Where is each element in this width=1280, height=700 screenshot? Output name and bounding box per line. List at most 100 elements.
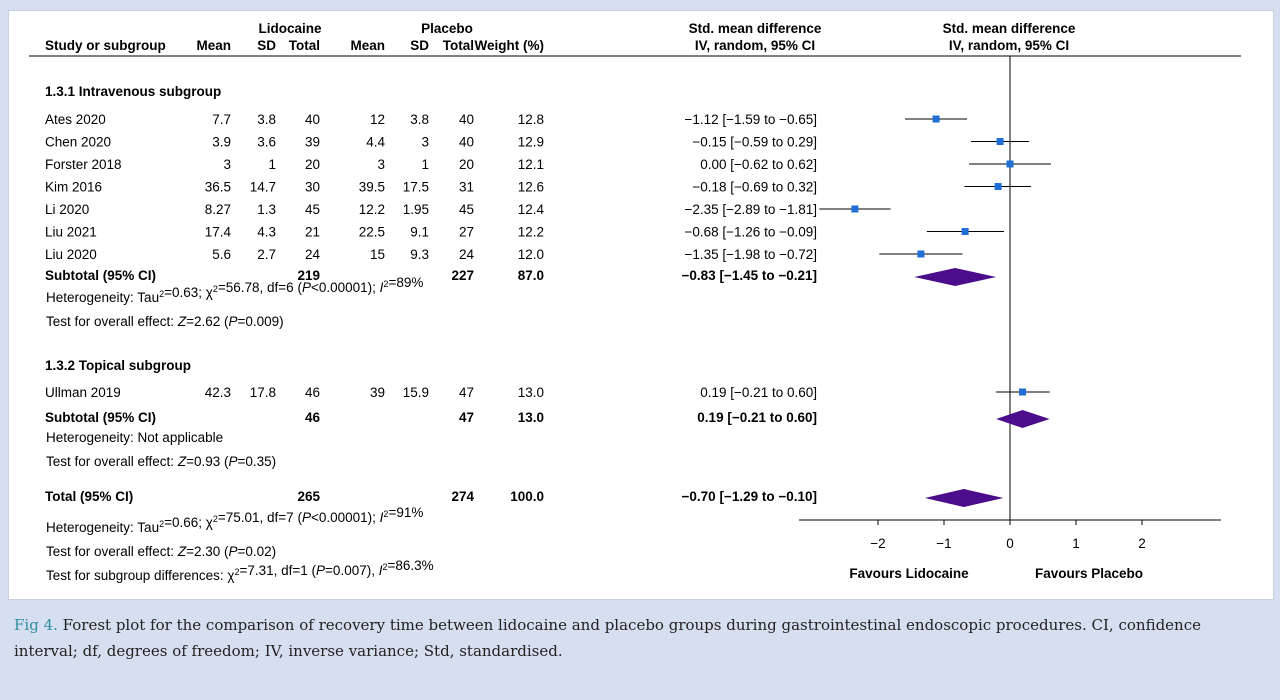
placebo-mean-cell: 12.2 xyxy=(359,202,385,217)
subgroup-title: 1.3.1 Intravenous subgroup xyxy=(45,84,221,99)
header-placebo-sd: SD xyxy=(410,38,429,53)
placebo-total-cell: 274 xyxy=(451,489,474,504)
lidocaine-total-cell: 45 xyxy=(305,202,320,217)
weight-cell: 12.2 xyxy=(518,225,544,240)
placebo-sd-cell: 17.5 xyxy=(403,180,429,195)
total-note: Test for subgroup differences: χ2=7.31, … xyxy=(46,558,434,583)
lidocaine-total-cell: 40 xyxy=(305,112,320,127)
lidocaine-sd-cell: 4.3 xyxy=(257,225,276,240)
lidocaine-mean-cell: 7.7 xyxy=(212,112,231,127)
study-name: Chen 2020 xyxy=(45,135,111,150)
subtotal-label: Subtotal (95% CI) xyxy=(45,268,156,283)
lidocaine-mean-cell: 8.27 xyxy=(205,202,231,217)
header-lidocaine-total: Total xyxy=(289,38,320,53)
placebo-total-cell: 24 xyxy=(459,247,475,262)
placebo-mean-cell: 39.5 xyxy=(359,180,385,195)
placebo-sd-cell: 3 xyxy=(421,135,429,150)
placebo-sd-cell: 9.1 xyxy=(410,225,429,240)
subgroup-title: 1.3.2 Topical subgroup xyxy=(45,358,191,373)
weight-cell: 12.6 xyxy=(518,180,544,195)
point-estimate-marker xyxy=(851,205,859,213)
placebo-total-cell: 47 xyxy=(459,385,474,400)
placebo-total-cell: 47 xyxy=(459,410,474,425)
subgroup-note: Heterogeneity: Tau2=0.63; χ2=56.78, df=6… xyxy=(46,275,423,305)
placebo-total-cell: 227 xyxy=(451,268,474,283)
placebo-mean-cell: 15 xyxy=(370,247,385,262)
favours-lidocaine-label: Favours Lidocaine xyxy=(849,566,969,581)
smd-ci-cell: 0.00 [−0.62 to 0.62] xyxy=(700,157,817,172)
weight-cell: 13.0 xyxy=(518,385,544,400)
study-name: Ates 2020 xyxy=(45,112,106,127)
subgroup-note: Test for overall effect: Z=0.93 (P=0.35) xyxy=(46,454,276,469)
smd-ci-cell: −0.18 [−0.69 to 0.32] xyxy=(692,180,817,195)
pooled-effect-diamond xyxy=(914,268,997,286)
caption-text: Forest plot for the comparison of recove… xyxy=(14,616,1201,660)
weight-cell: 12.1 xyxy=(518,157,544,172)
lidocaine-mean-cell: 36.5 xyxy=(205,180,231,195)
smd-ci-cell: −0.70 [−1.29 to −0.10] xyxy=(682,489,817,504)
x-axis-tick-label: 0 xyxy=(1006,536,1014,551)
weight-cell: 12.8 xyxy=(518,112,544,127)
point-estimate-marker xyxy=(917,250,925,258)
lidocaine-total-cell: 24 xyxy=(305,247,321,262)
header-placebo-mean: Mean xyxy=(350,38,385,53)
weight-cell: 12.9 xyxy=(518,135,544,150)
total-note: Test for overall effect: Z=2.30 (P=0.02) xyxy=(46,544,276,559)
smd-ci-cell: −0.15 [−0.59 to 0.29] xyxy=(692,135,817,150)
lidocaine-mean-cell: 42.3 xyxy=(205,385,231,400)
weight-cell: 13.0 xyxy=(518,410,544,425)
lidocaine-mean-cell: 17.4 xyxy=(205,225,232,240)
point-estimate-marker xyxy=(996,138,1004,145)
forest-plot: Lidocaine Placebo Std. mean difference IV, … xyxy=(29,21,1241,583)
figure-caption: Fig 4. Forest plot for the comparison of… xyxy=(14,612,1264,664)
study-name: Liu 2021 xyxy=(45,225,97,240)
x-axis-tick-label: −2 xyxy=(870,536,885,551)
point-estimate-marker xyxy=(1006,160,1014,168)
total-label: Total (95% CI) xyxy=(45,489,133,504)
lidocaine-sd-cell: 1 xyxy=(268,157,276,172)
placebo-total-cell: 45 xyxy=(459,202,474,217)
favours-placebo-label: Favours Placebo xyxy=(1035,566,1143,581)
lidocaine-total-cell: 46 xyxy=(305,385,320,400)
lidocaine-sd-cell: 1.3 xyxy=(257,202,276,217)
lidocaine-sd-cell: 17.8 xyxy=(250,385,276,400)
header-placebo: Placebo xyxy=(421,21,473,36)
x-axis-tick-label: 1 xyxy=(1072,536,1080,551)
weight-cell: 87.0 xyxy=(518,268,544,283)
point-estimate-marker xyxy=(994,183,1002,190)
smd-ci-cell: −1.12 [−1.59 to −0.65] xyxy=(685,112,818,127)
placebo-total-cell: 40 xyxy=(459,112,474,127)
lidocaine-sd-cell: 3.6 xyxy=(257,135,276,150)
lidocaine-total-cell: 39 xyxy=(305,135,320,150)
header-plot-title: Std. mean difference xyxy=(943,21,1076,36)
placebo-total-cell: 40 xyxy=(459,135,474,150)
point-estimate-marker xyxy=(1019,388,1027,396)
placebo-sd-cell: 15.9 xyxy=(403,385,429,400)
lidocaine-total-cell: 21 xyxy=(305,225,320,240)
header-smd-method: IV, random, 95% CI xyxy=(695,38,815,53)
header-study: Study or subgroup xyxy=(45,38,166,53)
smd-ci-cell: 0.19 [−0.21 to 0.60] xyxy=(700,385,817,400)
header-lidocaine-sd: SD xyxy=(257,38,276,53)
subgroup-note: Test for overall effect: Z=2.62 (P=0.009… xyxy=(46,314,284,329)
lidocaine-total-cell: 30 xyxy=(305,180,320,195)
pooled-effect-diamond xyxy=(996,410,1050,428)
weight-cell: 12.0 xyxy=(518,247,544,262)
lidocaine-mean-cell: 3 xyxy=(223,157,231,172)
header-plot-method: IV, random, 95% CI xyxy=(949,38,1069,53)
header-lidocaine-mean: Mean xyxy=(196,38,231,53)
smd-ci-cell: −0.83 [−1.45 to −0.21] xyxy=(682,268,817,283)
lidocaine-mean-cell: 5.6 xyxy=(212,247,231,262)
placebo-sd-cell: 1.95 xyxy=(403,202,429,217)
x-axis-tick-label: 2 xyxy=(1138,536,1146,551)
study-name: Liu 2020 xyxy=(45,247,97,262)
placebo-mean-cell: 22.5 xyxy=(359,225,385,240)
subgroup-note: Heterogeneity: Not applicable xyxy=(46,430,223,445)
lidocaine-sd-cell: 3.8 xyxy=(257,112,276,127)
lidocaine-total-cell: 265 xyxy=(297,489,320,504)
pooled-effect-diamond xyxy=(924,489,1004,507)
placebo-mean-cell: 4.4 xyxy=(366,135,385,150)
subtotal-label: Subtotal (95% CI) xyxy=(45,410,156,425)
placebo-sd-cell: 9.3 xyxy=(410,247,429,262)
lidocaine-total-cell: 46 xyxy=(305,410,321,425)
